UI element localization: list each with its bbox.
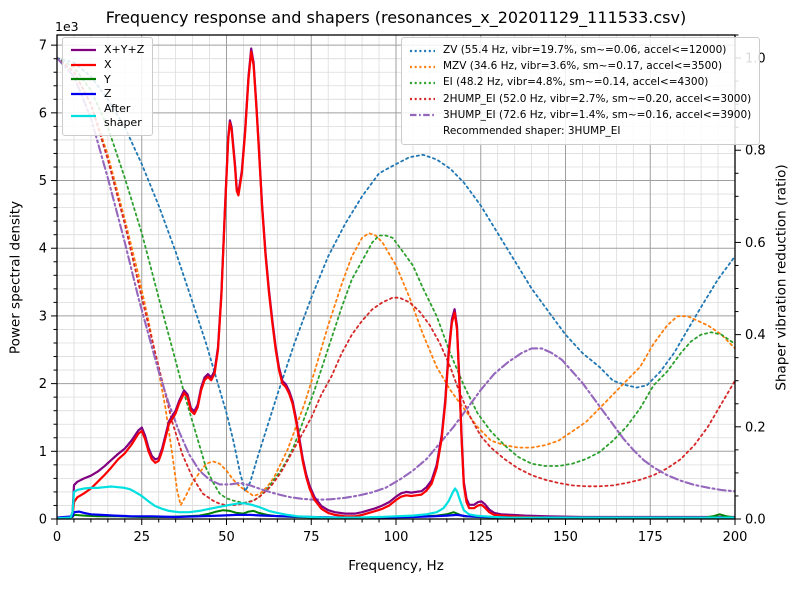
x-tick-label: 200 (723, 530, 748, 545)
legend-line-sample-X+Y+Z (71, 48, 96, 51)
y-left-tick-label: 5 (39, 174, 47, 189)
legend-line-sample-Y (71, 78, 96, 81)
legend-row: Y (70, 73, 144, 87)
x-tick-label: 100 (384, 530, 409, 545)
y-left-tick-label: 1 (39, 445, 47, 460)
legend-label: MZV (34.6 Hz, vibr=3.6%, sm~=0.17, accel… (443, 60, 723, 73)
legend-line-sample-3HUMP_EI (410, 114, 435, 117)
x-tick-label: 0 (53, 530, 61, 545)
legend-row: X+Y+Z (70, 43, 144, 57)
y-axis-label-right: Shaper vibration reduction (ratio) (773, 164, 790, 391)
x-tick-label: 50 (218, 530, 235, 545)
legend-label: X (104, 57, 112, 71)
legend-row: 3HUMP_EI (72.6 Hz, vibr=1.4%, sm~=0.16, … (409, 108, 751, 123)
legend-row: 2HUMP_EI (52.0 Hz, vibr=2.7%, sm~=0.20, … (409, 92, 751, 107)
series-3HUMP_EI (57, 56, 735, 501)
y-right-tick-label: 0.0 (745, 513, 766, 528)
series-EI (57, 57, 735, 504)
series-After-shaper (57, 485, 735, 519)
legend-row: X (70, 58, 144, 72)
legend-label: 2HUMP_EI (52.0 Hz, vibr=2.7%, sm~=0.20, … (443, 92, 752, 105)
y-right-tick-label: 0.4 (745, 328, 766, 343)
y-axis-offset-label: 1e3 (55, 19, 79, 34)
legend-line-sample-EI (410, 81, 435, 85)
y-left-tick-label: 7 (39, 39, 47, 54)
x-tick-label: 75 (303, 530, 320, 545)
legend-row: Z (70, 87, 144, 101)
legend-row: MZV (34.6 Hz, vibr=3.6%, sm~=0.17, accel… (409, 59, 751, 74)
legend-label: Z (104, 87, 112, 101)
recommended-shaper-text: Recommended shaper: 3HUMP_EI (443, 125, 621, 138)
legend-label: After shaper (104, 102, 142, 129)
x-tick-label: 175 (638, 530, 663, 545)
legend-label: Y (104, 72, 111, 86)
legend-line-sample-2HUMP_EI (410, 98, 435, 101)
legend-row: After shaper (70, 102, 144, 130)
x-tick-label: 150 (553, 530, 578, 545)
legend-label: 3HUMP_EI (72.6 Hz, vibr=1.4%, sm~=0.16, … (443, 108, 752, 121)
y-right-tick-label: 0.2 (745, 420, 766, 435)
x-tick-label: 25 (133, 530, 150, 545)
legend-line-sample-ZV (410, 49, 435, 52)
legend-row: EI (48.2 Hz, vibr=4.8%, sm~=0.14, accel<… (409, 75, 751, 90)
y-right-tick-label: 0.6 (745, 236, 766, 251)
legend-shapers: ZV (55.4 Hz, vibr=19.7%, sm~=0.06, accel… (401, 37, 761, 146)
y-left-tick-label: 0 (39, 513, 47, 528)
y-left-tick-label: 3 (39, 309, 47, 324)
x-tick-label: 125 (468, 530, 493, 545)
legend-label: X+Y+Z (104, 43, 145, 56)
legend-line-sample-Z (71, 93, 96, 96)
series-2HUMP_EI (57, 57, 735, 507)
y-axis-label-left: Power spectral density (7, 200, 24, 355)
series-X (57, 50, 735, 519)
series-ZV (57, 57, 735, 493)
chart-title: Frequency response and shapers (resonanc… (105, 8, 687, 27)
y-left-tick-label: 6 (39, 106, 47, 121)
legend-line-sample-X (71, 63, 96, 66)
legend-label: ZV (55.4 Hz, vibr=19.7%, sm~=0.06, accel… (443, 44, 727, 56)
legend-footer-row: Recommended shaper: 3HUMP_EI (409, 124, 751, 139)
y-left-tick-label: 4 (39, 242, 47, 257)
x-axis-label: Frequency, Hz (348, 558, 444, 574)
legend-line-sample-After (71, 114, 96, 117)
y-left-tick-label: 2 (39, 377, 47, 392)
y-right-tick-label: 0.8 (745, 144, 766, 159)
legend-line-sample-MZV (410, 65, 435, 68)
legend-row: ZV (55.4 Hz, vibr=19.7%, sm~=0.06, accel… (409, 43, 751, 58)
series-MZV (57, 57, 735, 507)
legend-psd-series: X+Y+Z X Y Z After shaper (62, 37, 154, 136)
legend-label: EI (48.2 Hz, vibr=4.8%, sm~=0.14, accel<… (443, 76, 709, 89)
